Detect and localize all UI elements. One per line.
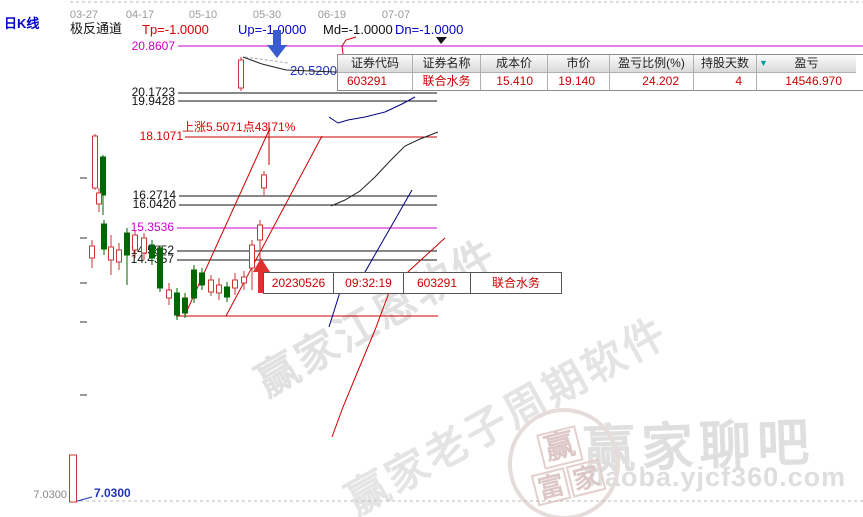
chart-text-label: 19.9428 [131,94,175,108]
trend-line [225,135,323,317]
candle-down [157,247,163,289]
candle-up [132,234,138,251]
cell-pl-ratio: 24.202 [610,73,694,90]
chart-text-label: 20.8607 [131,39,175,53]
candle-down [199,272,205,286]
chart-text-label: 04-17 [125,9,155,21]
cell-cost-price: 15.410 [481,73,548,90]
info-security-code: 603291 [404,273,471,293]
crosshair-info-box: 20230526 09:32:19 603291 联合水务 [263,272,562,294]
cell-profit-loss: 14546.970 [757,73,856,90]
trend-line [244,56,289,64]
candle-down [182,297,188,314]
positions-table-header: 证券代码 证券名称 成本价 市价 盈亏比例(%) 持股天数 ▼ 盈亏 [338,55,863,73]
chart-text-label: 16.0420 [132,197,176,211]
col-header-pl-ratio[interactable]: 盈亏比例(%) [610,55,694,73]
candle-down [149,244,155,259]
col-header-market-price[interactable]: 市价 [548,55,610,73]
trend-line [328,189,413,328]
chart-text-label: 上涨5.5071点43.71% [182,120,296,134]
chart-text-label: 15.3536 [130,220,174,234]
black-down-triangle-icon [436,37,447,44]
candle-down [224,286,230,298]
chart-text-label: 07-07 [381,9,411,21]
chart-text-label: 7.0300 [33,489,67,501]
candle-up [232,279,238,289]
chart-text-label: 日K线 [4,16,40,31]
cell-market-price: 19.140 [548,73,610,90]
chart-text-label: 16.2714 [132,188,176,202]
chart-text-label: 06-19 [317,9,347,21]
candle-up [108,246,114,261]
col-header-cost-price[interactable]: 成本价 [481,55,548,73]
candle-down [174,292,180,316]
position-row[interactable]: 603291 联合水务 15.410 19.140 24.202 4 14546… [338,73,863,90]
chart-text-label: Up=-1.0000 [238,22,307,37]
info-security-name: 联合水务 [491,276,540,290]
candle-down [101,223,107,250]
chart-text-label: Md=-1.0000 [323,22,393,37]
candle-up [257,224,263,241]
candle-down [124,232,130,256]
candle-up [69,454,77,503]
cell-holding-days: 4 [694,73,757,90]
blue-down-arrow-icon [267,30,287,58]
chart-text-label: 极反通道 [70,21,123,36]
chart-text-label: 03-27 [69,9,99,21]
chart-text-label: 20.1723 [131,85,175,99]
candle-up [89,245,95,259]
candle-up [241,276,247,284]
candle-up [238,59,244,89]
cell-security-code: 603291 [338,73,413,90]
candle-up [208,279,214,293]
candle-up [92,135,98,189]
trend-line [330,131,439,207]
chart-text-label: 05-10 [188,9,218,21]
chart-text-label: Tp=-1.0000 [142,22,209,37]
trend-line [242,56,361,74]
chart-text-label: Dn=-1.0000 [395,22,464,37]
info-time: 09:32:19 [334,273,404,293]
trend-line [341,36,357,55]
candle-up [166,289,172,299]
col-header-holding-days[interactable]: 持股天数 [694,55,757,73]
candle-down [191,269,197,299]
positions-table: 证券代码 证券名称 成本价 市价 盈亏比例(%) 持股天数 ▼ 盈亏 60329… [337,54,863,91]
candle-down [100,156,106,196]
chart-text-label: 20.5200 [290,63,337,78]
candle-up [249,244,255,269]
chart-text-label: 18.1071 [139,129,183,143]
col-header-security-code[interactable]: 证券代码 [338,55,413,73]
candle-up [116,249,122,263]
col-header-security-name[interactable]: 证券名称 [413,55,481,73]
trend-line [331,237,446,438]
info-date: 20230526 [264,273,334,293]
candle-up [96,192,102,205]
candle-up [141,237,147,254]
sort-down-icon[interactable]: ▼ [759,58,768,68]
col-header-profit-loss[interactable]: ▼ 盈亏 [757,55,856,73]
candle-up [216,284,222,294]
chart-text-label: 7.0300 [94,486,131,500]
chart-text-label: 05-30 [252,9,282,21]
red-up-arrow-icon [253,258,270,293]
candle-up [261,174,267,189]
trend-line [328,96,416,124]
cell-security-name: 联合水务 [413,73,481,90]
